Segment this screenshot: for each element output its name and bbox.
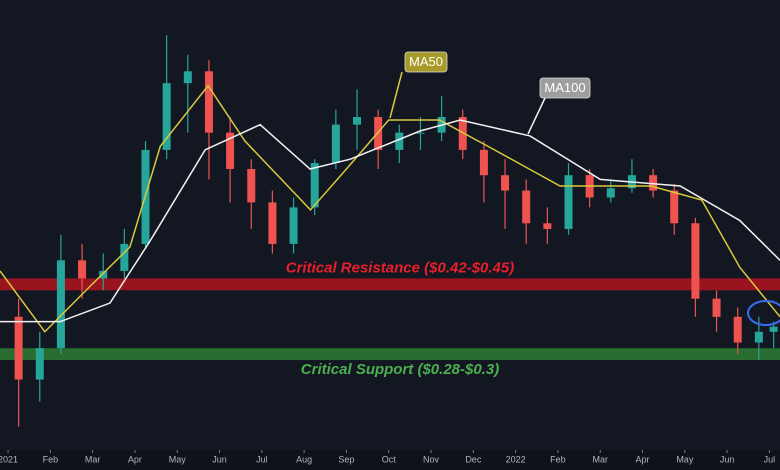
x-tick-label: Jun: [720, 454, 735, 464]
candle-body: [120, 243, 129, 271]
candle-body: [543, 223, 552, 229]
moving-average-line: [0, 84, 780, 333]
candle-body: [35, 348, 44, 380]
candle-body: [99, 270, 108, 279]
x-tick-label: Oct: [382, 454, 397, 464]
ma100-pointer: [527, 97, 546, 135]
ma-labels: MA50 MA100: [404, 51, 591, 99]
candle-body: [14, 316, 23, 380]
candle-body: [353, 116, 362, 125]
candle-body: [331, 124, 340, 164]
x-tick-label: Jul: [256, 454, 268, 464]
candle-body: [374, 116, 383, 150]
candle-body: [310, 163, 319, 208]
x-tick-label: May: [676, 454, 694, 464]
x-tick-label: Jul: [764, 454, 776, 464]
moving-averages: [0, 84, 780, 333]
x-tick-label: 2021: [0, 454, 18, 464]
highlight-ellipse: [747, 300, 780, 326]
x-tick-label: Feb: [550, 454, 566, 464]
x-tick-label: Mar: [85, 454, 101, 464]
candle-body: [501, 175, 510, 191]
candle-body: [733, 316, 742, 343]
x-tick-label: Jun: [212, 454, 227, 464]
band: [0, 278, 780, 291]
candle-body: [268, 202, 277, 244]
candle-body: [56, 260, 65, 349]
candle-body: [712, 298, 721, 317]
candle-body: [226, 132, 235, 170]
x-tick-label: Aug: [296, 454, 312, 464]
x-tick-label: 2022: [506, 454, 526, 464]
x-tick-label: Dec: [465, 454, 482, 464]
candle-body: [769, 326, 778, 332]
x-axis: 2021 Feb Mar Apr May Jun Jul Aug Sep Oct Nov Dec 202…: [0, 450, 775, 464]
candle-body: [183, 71, 192, 84]
ma-label-box: [539, 77, 591, 99]
x-tick-label: May: [169, 454, 187, 464]
x-tick-label: Apr: [636, 454, 650, 464]
candle-body: [162, 83, 171, 150]
band-label: Critical Resistance ($0.42-$0.45): [286, 259, 514, 276]
candle-body: [395, 132, 404, 150]
bands: [0, 278, 780, 361]
candle-body: [289, 207, 298, 244]
candle-body: [247, 169, 256, 203]
candle-body: [416, 132, 425, 134]
candle-body: [522, 190, 531, 224]
x-tick-label: Apr: [128, 454, 142, 464]
x-tick-label: Sep: [338, 454, 354, 464]
ma50-pointer: [389, 71, 403, 119]
x-tick-label: Nov: [423, 454, 440, 464]
candle-body: [479, 149, 488, 176]
ma-label: MA50: [409, 54, 443, 69]
band: [0, 348, 780, 361]
moving-average-line: [0, 119, 780, 323]
x-axis-area: [0, 450, 780, 470]
candle-body: [649, 175, 658, 191]
candle-body: [670, 190, 679, 224]
candle-body: [564, 175, 573, 229]
candle-body: [78, 260, 87, 279]
ma-label-box: [404, 51, 448, 73]
x-tick-label: Feb: [43, 454, 59, 464]
band-label: Critical Support ($0.28-$0.3): [301, 361, 499, 378]
ma-label: MA100: [544, 80, 585, 95]
candle-body: [754, 331, 763, 343]
x-tick-label: Mar: [592, 454, 608, 464]
candle-body: [606, 188, 615, 198]
candle-body: [204, 71, 213, 133]
candle-body: [691, 223, 700, 299]
